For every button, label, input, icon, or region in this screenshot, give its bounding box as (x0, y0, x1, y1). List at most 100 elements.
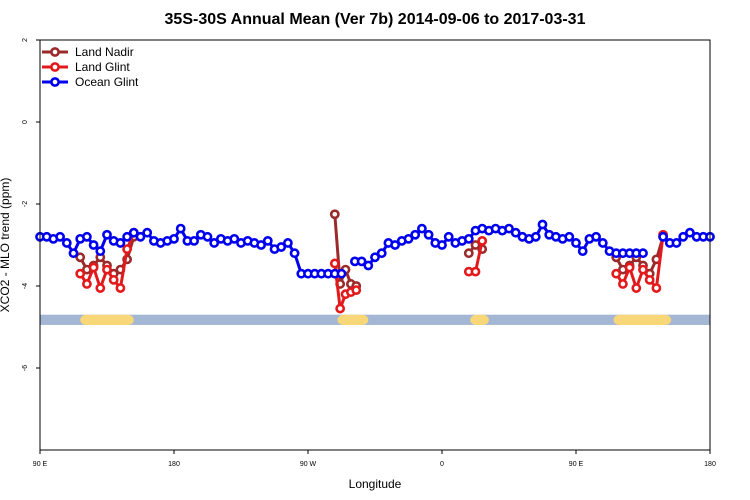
data-point (175, 223, 186, 234)
y-tick-label: -6 (22, 365, 29, 371)
data-point (437, 240, 447, 250)
data-point (631, 283, 642, 293)
land-band-segment (80, 314, 134, 325)
data-point (671, 238, 682, 248)
x-tick-label: 180 (168, 461, 180, 468)
land-band-segment (470, 314, 489, 325)
x-tick-label: 0 (440, 461, 444, 468)
data-point (591, 231, 601, 242)
plot-frame (39, 39, 711, 451)
data-point (611, 268, 622, 279)
data-point (678, 231, 689, 242)
data-point (189, 235, 199, 246)
data-point (256, 240, 266, 250)
data-point (463, 248, 474, 259)
data-point (351, 285, 362, 295)
x-tick-label: 90 W (300, 461, 317, 468)
data-point (169, 233, 179, 244)
data-point (75, 252, 86, 263)
chart-title: 35S-30S Annual Mean (Ver 7b) 2014-09-06 … (165, 11, 586, 28)
data-point (597, 238, 608, 248)
data-point (638, 248, 648, 259)
data-point (376, 248, 387, 259)
data-point (390, 240, 400, 250)
data-point (276, 242, 287, 252)
legend-label: Land Nadir (75, 45, 134, 59)
y-tick-label: 0 (22, 120, 29, 124)
legend-item-ocean-glint: Ocean Glint (42, 75, 139, 89)
data-point (88, 240, 99, 250)
data-point (75, 268, 86, 279)
data-point (477, 235, 488, 246)
data-point (571, 238, 581, 248)
data-point (644, 274, 655, 285)
x-tick-label: 90 E (33, 461, 48, 468)
data-point (443, 231, 454, 242)
data-point (262, 235, 273, 246)
data-point (410, 229, 421, 240)
data-point (229, 233, 240, 244)
legend-swatch-point (50, 47, 60, 57)
y-tick-label: 2 (22, 38, 29, 42)
data-point (135, 231, 146, 242)
legend-item-land-glint: Land Glint (42, 60, 130, 74)
data-point (102, 229, 112, 240)
data-point (88, 262, 99, 273)
data-point (537, 219, 548, 230)
data-point (470, 240, 481, 250)
data-point (329, 258, 340, 269)
land-band-segment (613, 314, 672, 325)
data-point (564, 231, 575, 242)
data-point (95, 246, 106, 257)
data-point (282, 238, 293, 248)
y-tick-label: -4 (22, 283, 29, 289)
data-point (470, 266, 481, 277)
data-point (122, 231, 132, 242)
data-point (638, 264, 648, 275)
data-point (356, 256, 367, 267)
data-point (624, 262, 635, 273)
data-point (95, 283, 106, 293)
legend-swatch-point (50, 62, 60, 72)
data-point (370, 252, 380, 263)
series-layer (35, 209, 715, 314)
y-tick-label: -2 (22, 201, 29, 207)
data-point (463, 233, 474, 244)
data-point (82, 231, 92, 242)
x-tick-label: 180 (704, 461, 716, 468)
data-point (658, 231, 668, 242)
land-band-segment (337, 314, 369, 325)
data-point (115, 238, 126, 248)
data-point (618, 279, 628, 289)
data-point (423, 229, 434, 240)
data-point (128, 227, 139, 238)
data-point (335, 303, 346, 314)
data-point (55, 231, 65, 242)
data-point (530, 231, 541, 242)
data-point (68, 248, 79, 259)
x-tick-label: 90 E (569, 461, 584, 468)
x-axis-label: Longitude (349, 477, 402, 491)
data-point (403, 233, 414, 244)
data-point (416, 223, 427, 234)
data-point (685, 227, 695, 238)
data-point (209, 238, 220, 248)
data-point (202, 231, 213, 242)
series-land-glint (75, 227, 668, 314)
data-point (102, 264, 112, 275)
data-point (289, 248, 300, 259)
legend-label: Land Glint (75, 60, 130, 74)
ocean-band (40, 314, 710, 325)
land-ocean-band (40, 314, 710, 325)
data-point (115, 283, 126, 293)
legend-label: Ocean Glint (75, 75, 139, 89)
legend-swatch-point (50, 77, 60, 87)
legend-item-land-nadir: Land Nadir (42, 45, 134, 59)
data-point (61, 238, 72, 248)
data-point (651, 283, 662, 293)
data-point (510, 227, 521, 238)
series-ocean-glint (35, 219, 715, 279)
data-point (577, 246, 588, 257)
